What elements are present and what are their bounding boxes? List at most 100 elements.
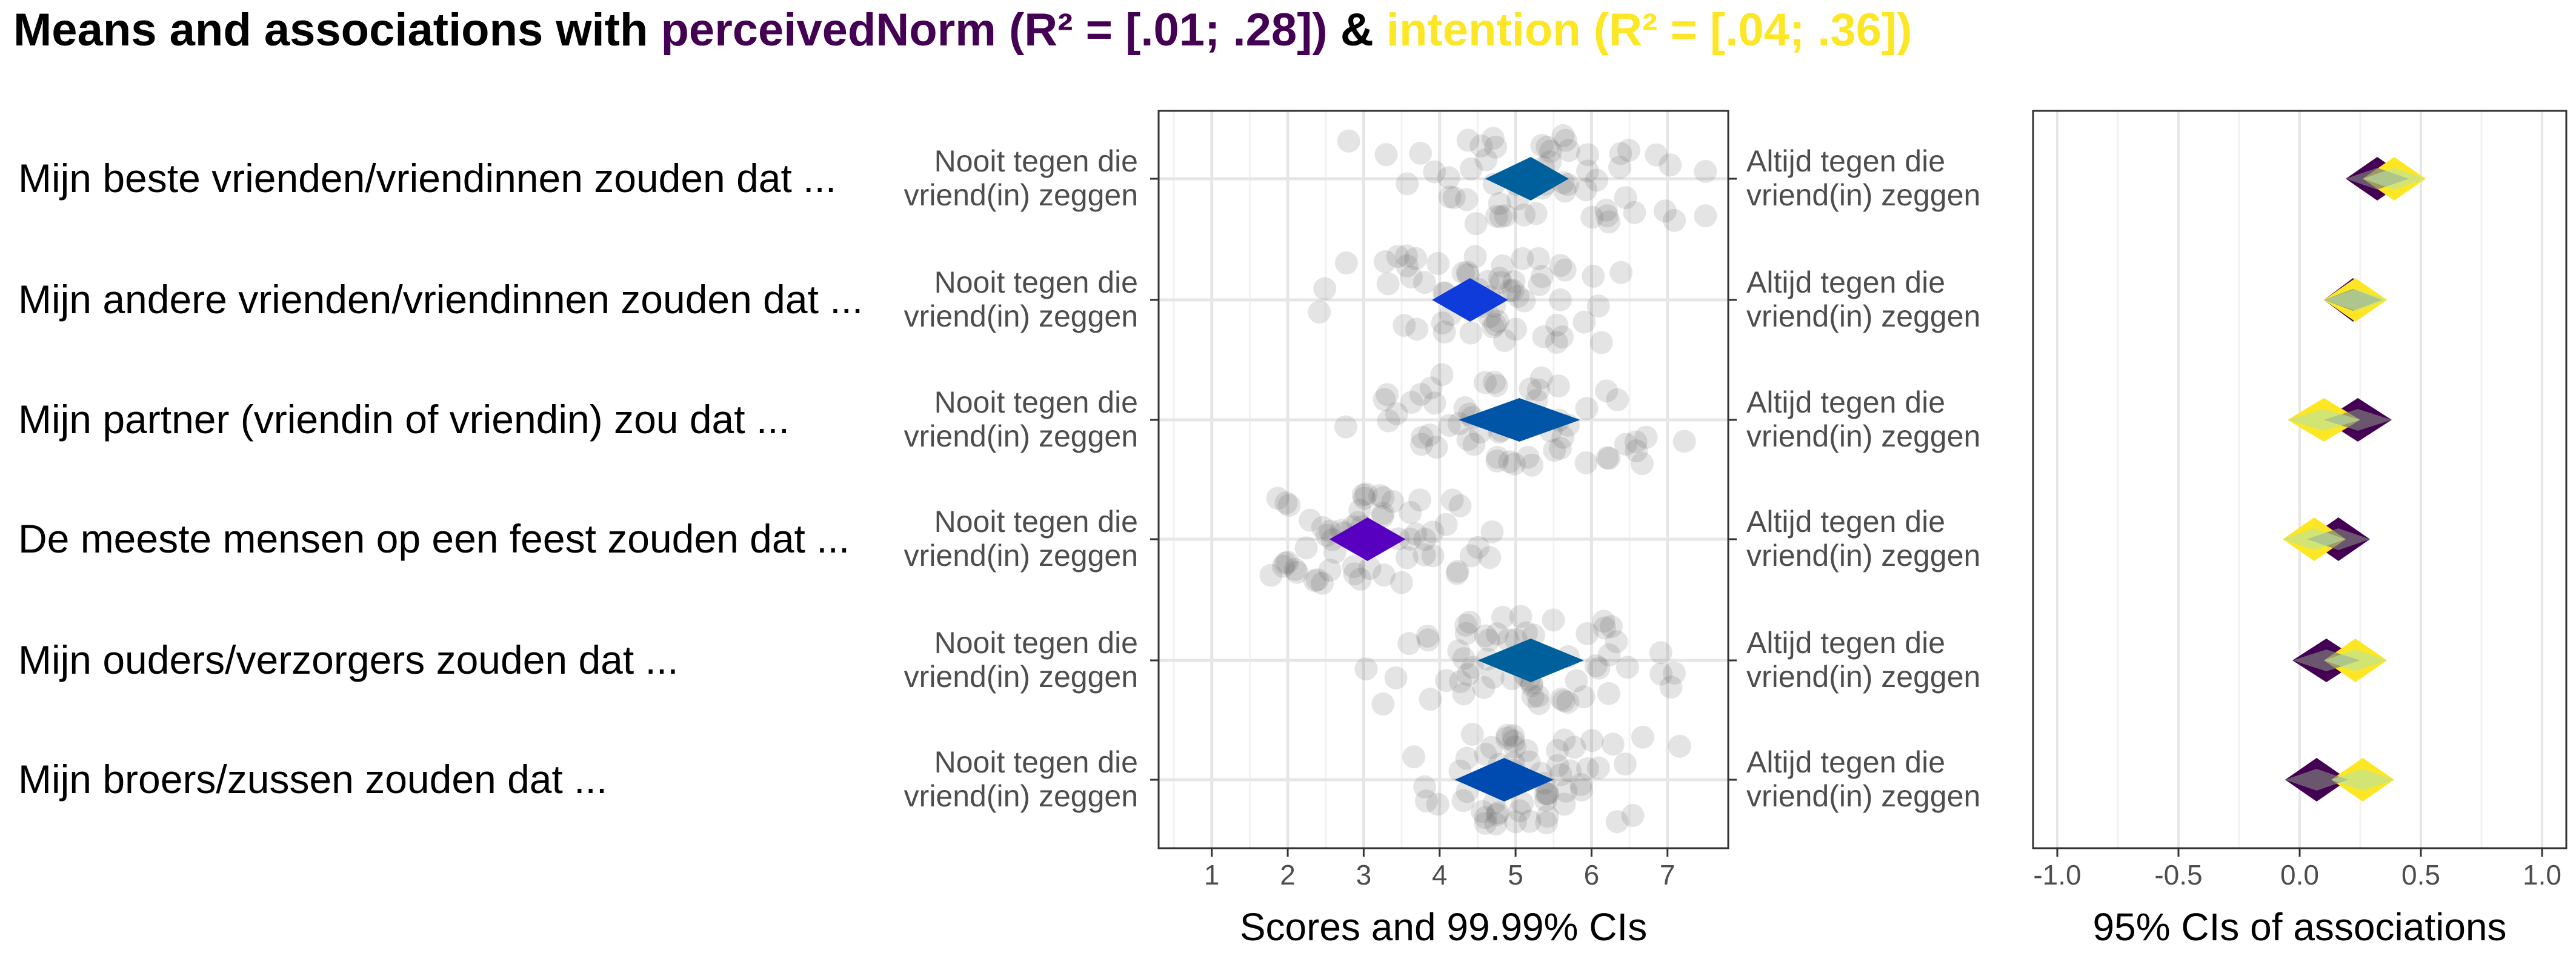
response-point xyxy=(1434,669,1458,692)
response-point xyxy=(1551,425,1575,449)
response-point xyxy=(1459,157,1483,181)
response-point xyxy=(1373,388,1396,411)
response-point xyxy=(1398,527,1422,551)
response-point xyxy=(1334,251,1358,275)
mean-diamond xyxy=(1454,758,1554,802)
response-point xyxy=(1514,621,1538,645)
response-point xyxy=(1440,488,1464,512)
response-point xyxy=(1595,379,1619,403)
intention-inner xyxy=(2288,409,2360,431)
response-point xyxy=(1508,799,1531,823)
response-point xyxy=(1486,445,1509,469)
response-point xyxy=(1343,562,1366,586)
response-point xyxy=(1323,540,1346,564)
response-point xyxy=(1625,439,1648,463)
response-point xyxy=(1419,688,1442,711)
response-point xyxy=(1542,608,1565,632)
response-point xyxy=(1384,666,1408,689)
response-point xyxy=(1576,143,1600,167)
response-point xyxy=(1426,251,1450,275)
response-point xyxy=(1414,789,1438,813)
title-separator: & xyxy=(1327,4,1386,56)
response-point xyxy=(1481,665,1505,689)
response-point xyxy=(1563,736,1586,759)
response-point xyxy=(1518,809,1542,833)
response-point xyxy=(1608,156,1631,179)
means-x-tick-label: 4 xyxy=(1432,859,1448,891)
response-point xyxy=(1451,789,1475,812)
response-point xyxy=(1580,205,1604,229)
response-point xyxy=(1285,560,1309,584)
response-point xyxy=(1529,366,1553,390)
response-point xyxy=(1493,329,1517,353)
response-point xyxy=(1455,746,1479,770)
response-point xyxy=(1574,178,1598,202)
response-point xyxy=(1576,159,1599,183)
response-point xyxy=(1534,782,1557,805)
response-point xyxy=(1520,453,1544,477)
response-point xyxy=(1521,685,1545,708)
anchor-high-label: Altijd tegen die vriend(in) zeggen xyxy=(1746,385,1980,453)
response-point xyxy=(1373,250,1397,273)
response-point xyxy=(1453,396,1477,419)
response-point xyxy=(1485,374,1508,397)
response-point xyxy=(1474,624,1497,648)
response-point xyxy=(1649,641,1672,665)
response-point xyxy=(1543,439,1566,462)
response-point xyxy=(1451,261,1475,285)
response-point xyxy=(1584,654,1608,677)
response-point xyxy=(1599,615,1623,639)
response-point xyxy=(1482,127,1505,150)
response-point xyxy=(1445,562,1469,585)
response-point xyxy=(1496,723,1519,747)
response-point xyxy=(1368,484,1392,508)
response-point xyxy=(1553,258,1577,282)
response-point xyxy=(1371,692,1395,716)
response-point xyxy=(1553,179,1577,203)
response-point xyxy=(1515,739,1539,762)
intention-inner xyxy=(2363,168,2426,190)
response-point xyxy=(1536,782,1560,806)
response-point xyxy=(1558,759,1582,783)
intention-inner xyxy=(2283,528,2346,550)
response-point xyxy=(1503,736,1526,759)
response-point xyxy=(1409,433,1433,456)
response-point xyxy=(1614,186,1637,210)
response-point xyxy=(1466,536,1490,559)
response-point xyxy=(1513,289,1536,313)
response-point xyxy=(1506,284,1529,308)
response-point xyxy=(1504,317,1528,341)
response-point xyxy=(1447,639,1471,663)
response-point xyxy=(1488,191,1511,215)
response-point xyxy=(1266,486,1290,510)
means-x-tick-label: 6 xyxy=(1584,859,1600,891)
perceived-norm-inner xyxy=(2285,769,2348,791)
response-point xyxy=(1663,208,1686,232)
response-point xyxy=(1659,676,1683,699)
response-point xyxy=(1276,551,1299,574)
response-point xyxy=(1592,609,1616,633)
anchor-high-label: Altijd tegen die vriend(in) zeggen xyxy=(1746,144,1980,212)
response-point xyxy=(1526,247,1550,270)
response-point xyxy=(1511,247,1534,270)
mean-diamond xyxy=(1485,157,1569,201)
response-point xyxy=(1454,613,1478,637)
response-point xyxy=(1409,142,1433,165)
response-point xyxy=(1609,142,1632,165)
response-point xyxy=(1474,806,1497,829)
response-point xyxy=(1473,371,1497,394)
response-point xyxy=(1311,571,1334,595)
response-point xyxy=(1482,370,1506,394)
response-point xyxy=(1502,452,1526,476)
mean-diamond xyxy=(1477,639,1584,682)
response-point xyxy=(1488,267,1511,290)
response-point xyxy=(1530,134,1554,158)
title-prefix: Means and associations with xyxy=(13,4,661,56)
response-point xyxy=(1358,557,1382,580)
response-point xyxy=(1408,488,1432,512)
response-point xyxy=(1575,397,1599,420)
response-point xyxy=(1480,520,1504,543)
response-point xyxy=(1448,494,1472,517)
mean-diamond xyxy=(1459,398,1580,442)
response-point xyxy=(1483,313,1507,336)
